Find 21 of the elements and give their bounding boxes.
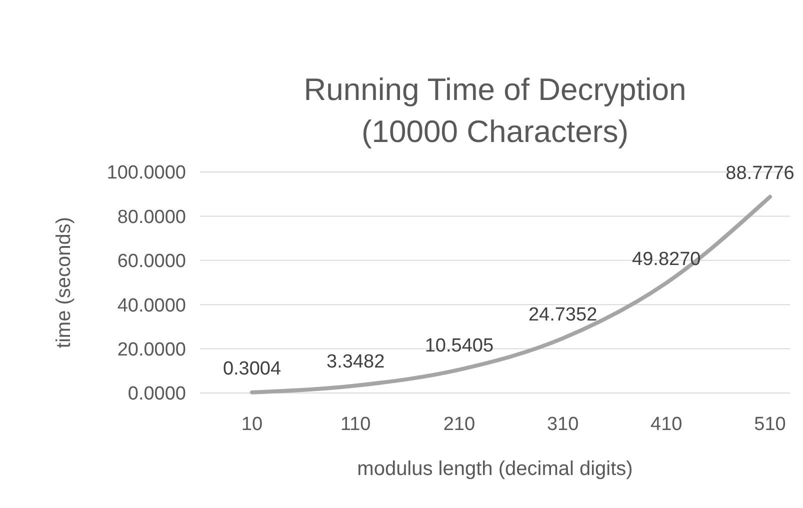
y-tick-label: 40.0000 xyxy=(117,295,186,316)
x-tick-label: 210 xyxy=(443,414,476,435)
y-tick-label: 60.0000 xyxy=(117,251,186,272)
y-tick-label: 80.0000 xyxy=(117,206,186,228)
y-tick-label: 0.0000 xyxy=(128,384,186,405)
x-axis-title: modulus length (decimal digits) xyxy=(357,458,633,480)
text: 24.7352 xyxy=(528,304,598,326)
y-tick-label: 100.0000 xyxy=(106,162,186,184)
x-tick-label: 410 xyxy=(650,414,682,435)
text: 88.7776 xyxy=(726,162,794,184)
x-tick-label: 110 xyxy=(340,414,371,435)
text: 49.8270 xyxy=(632,248,701,270)
text: 3.3482 xyxy=(326,352,385,373)
text: 0.3004 xyxy=(222,358,282,380)
y-tick-label: 20.0000 xyxy=(117,339,186,360)
chart-title: Running Time of Decryption (10000 Characters) xyxy=(304,72,686,149)
x-tick-label: 510 xyxy=(754,414,786,435)
x-tick-label: 310 xyxy=(546,414,579,435)
y-axis-title: time (seconds) xyxy=(53,216,75,348)
text: 10.5405 xyxy=(424,336,494,357)
x-tick-label: 10 xyxy=(241,414,263,435)
